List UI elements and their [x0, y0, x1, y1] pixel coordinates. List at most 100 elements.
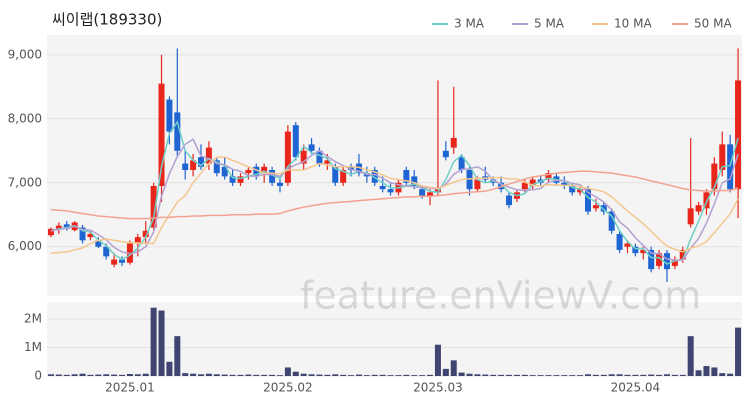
ma-line [50, 156, 739, 254]
candle-body [608, 211, 615, 231]
y-tick-label: 6,000 [8, 239, 42, 253]
volume-bar [198, 374, 205, 376]
volume-bar [679, 374, 686, 376]
candle-body [300, 150, 307, 164]
candle-body [142, 230, 149, 238]
candle-body [727, 144, 734, 190]
candle-body [474, 179, 481, 190]
candle-body [63, 224, 70, 229]
volume-bar [656, 374, 663, 376]
candle-body [87, 233, 94, 238]
candle-body [450, 137, 457, 148]
candle-body [663, 253, 670, 270]
volume-bar [174, 336, 181, 376]
volume-bar [608, 374, 615, 376]
candle-body [703, 192, 710, 209]
volume-bar [624, 374, 631, 376]
candle-body [205, 147, 212, 164]
volume-bar [513, 374, 520, 376]
y-tick-label: 9,000 [8, 47, 42, 61]
candle-body [284, 131, 291, 183]
candle-body [198, 157, 205, 167]
candle-body [245, 169, 252, 174]
candle-body [442, 150, 449, 158]
candle-body [261, 166, 268, 174]
candle-body [316, 150, 323, 164]
candle-body [671, 259, 678, 266]
volume-bar [695, 370, 702, 376]
volume-bar [592, 374, 599, 376]
volume-bar [340, 374, 347, 376]
candle-body [458, 157, 465, 170]
volume-bar [205, 373, 212, 376]
candle-body [340, 169, 347, 183]
candle-body [308, 144, 315, 151]
candle-body [561, 182, 568, 186]
volume-bar [348, 375, 355, 376]
legend-label: 50 MA [694, 17, 732, 31]
candle-body [190, 160, 197, 170]
candle-body [134, 237, 141, 244]
volume-bar [671, 374, 678, 376]
candle-body [158, 83, 165, 186]
candle-body [95, 240, 102, 247]
volume-bar [213, 374, 220, 376]
volume-bar [363, 375, 370, 376]
candle-body [276, 182, 283, 186]
volume-bar [371, 374, 378, 376]
candle-body [411, 176, 418, 186]
candle-body [379, 185, 386, 190]
candle-body [119, 259, 126, 263]
candle-body [600, 205, 607, 212]
volume-bar [703, 366, 710, 376]
candle-body [292, 125, 299, 158]
candle-body [332, 166, 339, 183]
candle-body [648, 249, 655, 270]
candle-body [545, 173, 552, 180]
volume-bar [616, 374, 623, 376]
ma-line [50, 138, 739, 261]
candle-body [182, 163, 189, 170]
volume-bar [276, 375, 283, 376]
ma-line [50, 170, 739, 220]
volume-bar [735, 327, 742, 376]
volume-bar [450, 360, 457, 376]
candle-body [403, 169, 410, 183]
volume-bar [529, 375, 536, 376]
candle-body [687, 208, 694, 225]
candle-body [735, 80, 742, 190]
volume-bar [727, 373, 734, 376]
candle-body [434, 189, 441, 193]
x-tick-label: 2025.03 [413, 381, 463, 395]
candle-body [387, 189, 394, 193]
candle-body [719, 144, 726, 170]
volume-bar [545, 375, 552, 376]
volume-bar [498, 374, 505, 376]
volume-bar [284, 367, 291, 376]
volume-bar [324, 374, 331, 376]
volume-bar [126, 374, 133, 376]
legend-label: 10 MA [614, 17, 652, 31]
candle-body [213, 160, 220, 174]
volume-bar [458, 372, 465, 376]
volume-bar [55, 374, 62, 376]
candle-body [221, 166, 228, 177]
candle-body [640, 249, 647, 254]
volume-bar [411, 375, 418, 376]
volume-bar [229, 374, 236, 376]
ma-line [50, 120, 739, 265]
volume-bar [379, 374, 386, 376]
volume-bar [119, 374, 126, 376]
volume-bar [663, 374, 670, 376]
volume-bar [466, 373, 473, 376]
y-tick-label: 2M [24, 312, 42, 326]
volume-bar [632, 374, 639, 376]
volume-bar [87, 374, 94, 376]
candle-body [237, 176, 244, 183]
candle-body [711, 163, 718, 190]
candle-body [529, 179, 536, 186]
y-tick-label: 8,000 [8, 111, 42, 125]
volume-bar [332, 374, 339, 376]
candle-body [656, 253, 663, 266]
candle-body [584, 189, 591, 212]
